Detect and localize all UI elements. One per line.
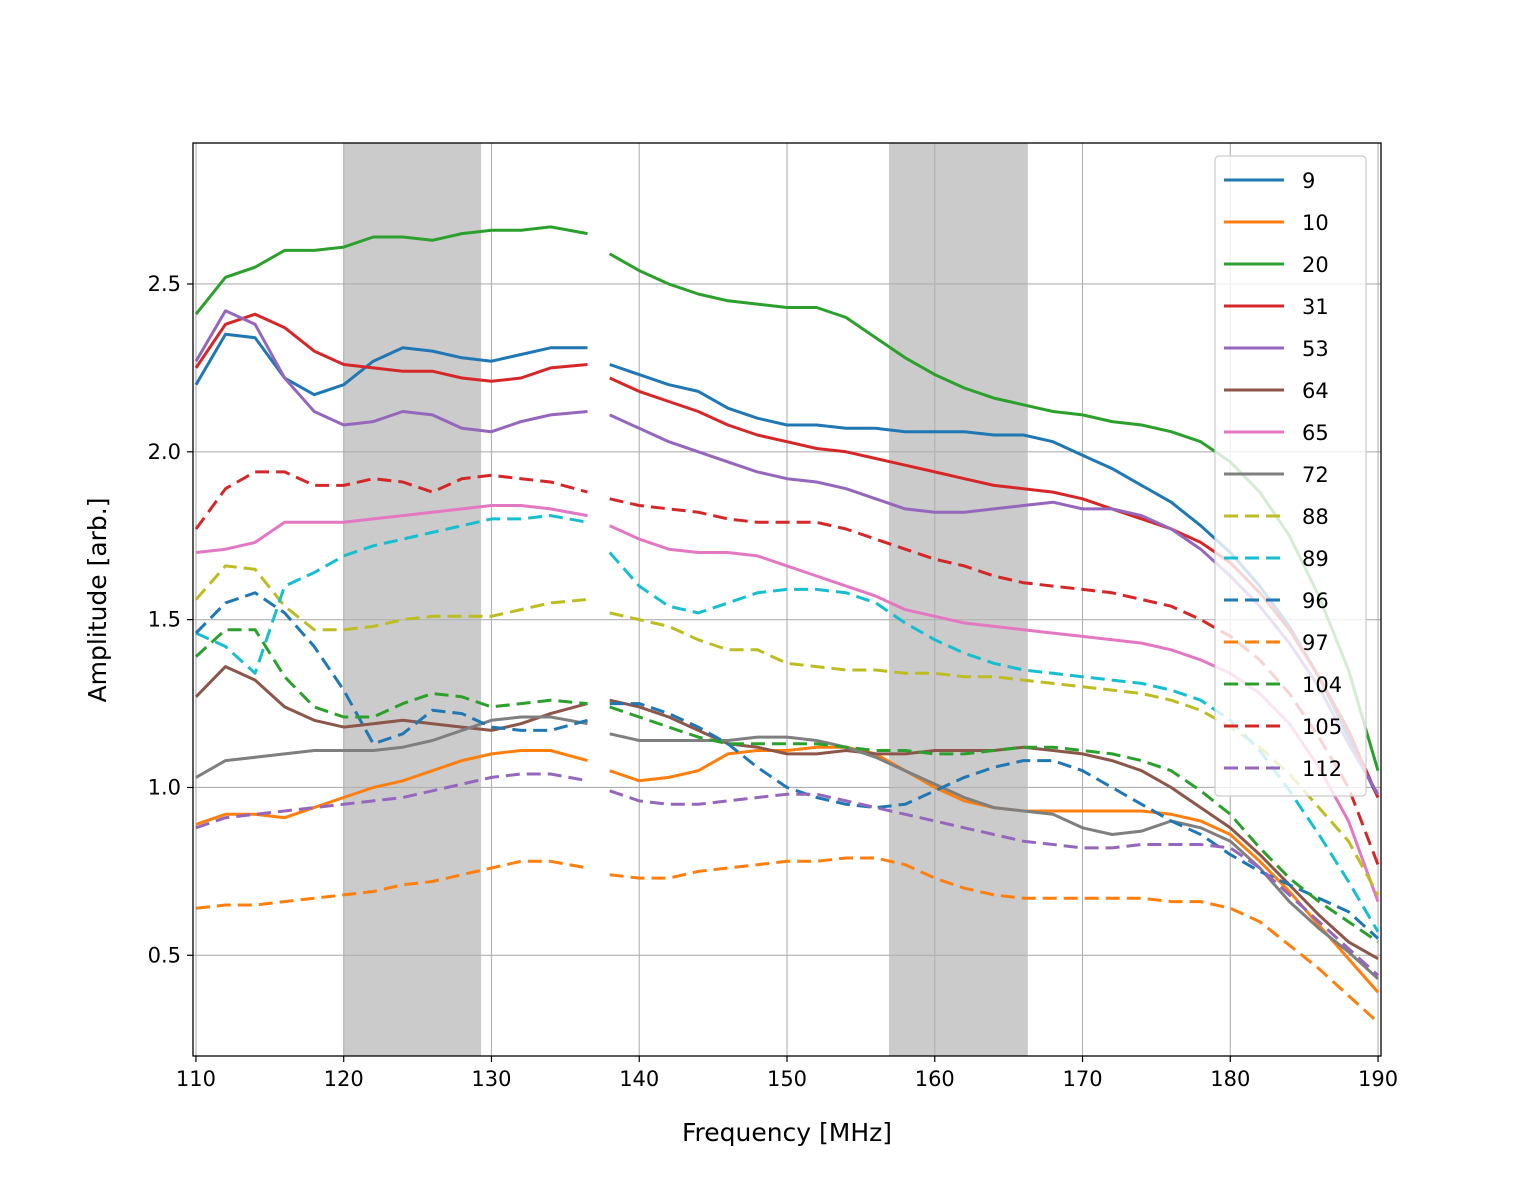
series-line-64 <box>194 665 588 732</box>
y-axis-label: Amplitude [arb.] <box>83 498 112 703</box>
series-line-105 <box>609 497 1380 866</box>
series-line-20 <box>194 225 588 316</box>
series-lines <box>194 225 1380 1024</box>
legend-label-105: 105 <box>1302 715 1342 739</box>
y-tick-label: 0.5 <box>148 943 181 967</box>
series-line-88 <box>194 564 588 632</box>
x-tick-label: 140 <box>619 1067 659 1091</box>
x-tick-label: 130 <box>471 1067 511 1091</box>
legend-label-53: 53 <box>1302 337 1329 361</box>
legend-label-64: 64 <box>1302 379 1329 403</box>
y-tick-label: 1.5 <box>148 608 181 632</box>
x-axis-label: Frequency [MHz] <box>682 1118 892 1147</box>
legend-label-104: 104 <box>1302 673 1342 697</box>
y-tick-label: 1.0 <box>148 775 181 799</box>
shaded-band <box>888 143 1028 1056</box>
legend-label-112: 112 <box>1302 757 1342 781</box>
legend-label-89: 89 <box>1302 547 1329 571</box>
series-104 <box>194 628 1379 944</box>
legend-label-10: 10 <box>1302 211 1329 235</box>
series-112 <box>195 772 1380 977</box>
x-tick-label: 180 <box>1210 1067 1250 1091</box>
series-72 <box>195 715 1380 980</box>
series-line-65 <box>195 504 588 554</box>
y-tick-label: 2.0 <box>148 440 181 464</box>
shaded-band <box>343 143 482 1056</box>
series-97 <box>195 856 1380 1024</box>
x-tick-label: 170 <box>1062 1067 1102 1091</box>
shaded-bands <box>343 143 1028 1056</box>
x-tick-label: 190 <box>1358 1067 1398 1091</box>
series-line-97 <box>609 856 1380 1024</box>
legend-label-97: 97 <box>1302 631 1329 655</box>
x-axis-ticks: 110 120 130 140 150 160 170 180 190 <box>176 1056 1398 1091</box>
x-tick-label: 150 <box>767 1067 807 1091</box>
legend: 9 10 20 31 53 64 65 72 88 89 96 97 104 105 112 <box>1214 155 1367 797</box>
series-line-9 <box>194 332 588 397</box>
series-line-105 <box>194 470 588 530</box>
series-line-31 <box>194 312 588 383</box>
series-line-53 <box>194 309 588 434</box>
series-line-104 <box>194 628 588 719</box>
legend-box <box>1214 155 1367 797</box>
grid <box>193 143 1381 1056</box>
legend-label-20: 20 <box>1302 253 1329 277</box>
series-line-96 <box>609 702 1380 940</box>
x-tick-label: 110 <box>176 1067 216 1091</box>
series-line-72 <box>609 732 1380 980</box>
series-line-97 <box>195 859 588 910</box>
series-96 <box>194 591 1380 940</box>
series-line-72 <box>195 715 588 779</box>
series-line-89 <box>195 514 588 675</box>
series-line-104 <box>609 705 1379 944</box>
series-105 <box>194 470 1380 866</box>
series-line-96 <box>194 591 588 746</box>
legend-label-65: 65 <box>1302 421 1329 445</box>
x-tick-label: 120 <box>324 1067 364 1091</box>
legend-label-31: 31 <box>1302 295 1329 319</box>
legend-label-72: 72 <box>1302 463 1329 487</box>
x-tick-label: 160 <box>915 1067 955 1091</box>
series-line-112 <box>609 789 1380 977</box>
series-line-112 <box>195 772 588 830</box>
y-axis-ticks: 0.5 1.0 1.5 2.0 2.5 <box>148 272 193 967</box>
legend-label-96: 96 <box>1302 589 1329 613</box>
legend-label-88: 88 <box>1302 505 1329 529</box>
y-tick-label: 2.5 <box>148 272 181 296</box>
legend-label-9: 9 <box>1302 169 1315 193</box>
